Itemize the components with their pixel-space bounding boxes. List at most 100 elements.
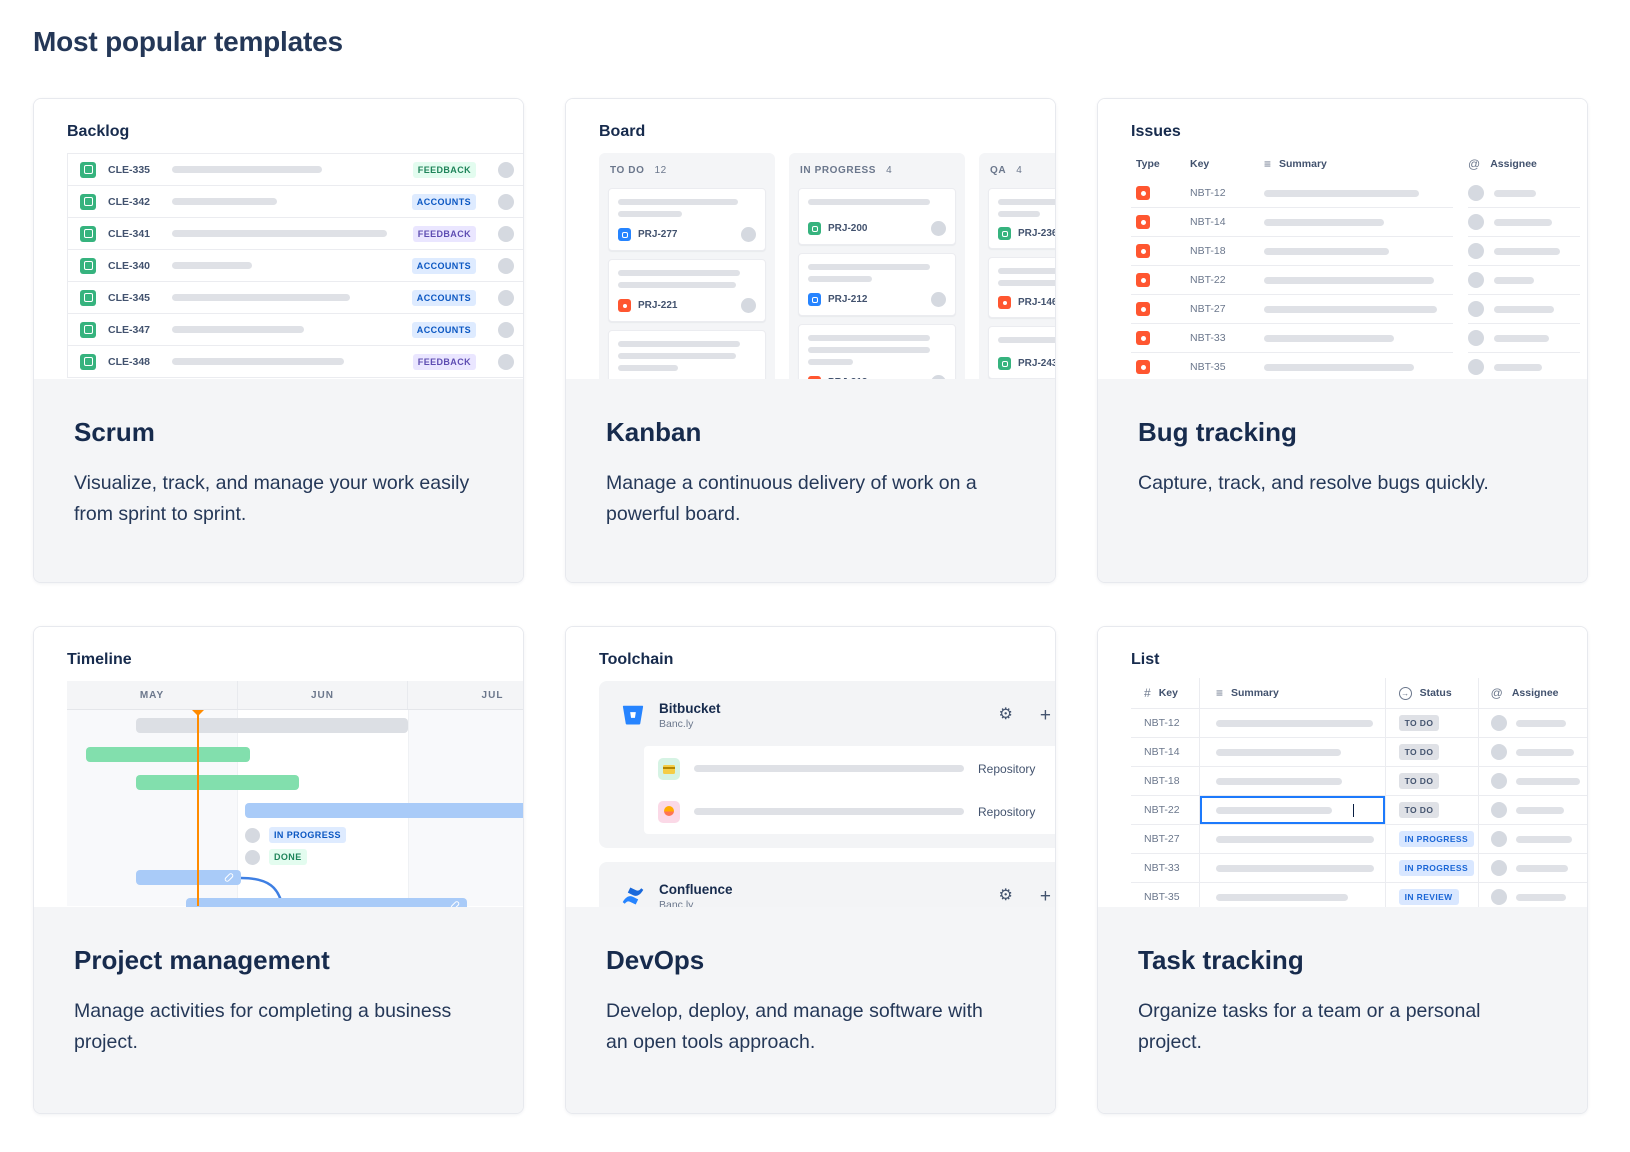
avatar — [245, 850, 260, 865]
issue-key: CLE-335 — [108, 163, 151, 176]
board-card: PRJ-212 — [798, 253, 956, 316]
issue-key: NBT-33 — [1131, 854, 1200, 882]
template-card-bug-tracking[interactable]: Issues Type Key ≡ Summary @ — [1097, 98, 1588, 583]
task-icon — [808, 293, 821, 306]
placeholder-bar — [998, 199, 1055, 205]
tool-name: Bitbucket — [659, 700, 721, 716]
placeholder-bar — [172, 230, 387, 237]
status-arrow-icon: → — [1398, 686, 1412, 700]
placeholder-bar — [618, 365, 678, 371]
issue-key: CLE-345 — [108, 291, 151, 304]
list-row: NBT-18 TO DO — [1131, 767, 1587, 796]
kanban-preview: Board TO DO 12 PRJ-277 — [566, 99, 1055, 379]
template-card-kanban[interactable]: Board TO DO 12 PRJ-277 — [565, 98, 1056, 583]
avatar — [498, 321, 514, 338]
link-icon — [449, 900, 461, 907]
template-card-task-tracking[interactable]: List # Key ≡ Summary → Status — [1097, 626, 1588, 1114]
story-icon — [80, 353, 96, 370]
board-column-inprogress: IN PROGRESS 4 PRJ-200 — [789, 153, 965, 379]
link-icon — [223, 872, 235, 883]
bug-icon — [618, 299, 631, 312]
tool-panel-confluence: Confluence Banc.ly ⚙ + Space ••• — [599, 862, 1055, 907]
placeholder-bar — [1515, 864, 1568, 872]
placeholder-bar — [618, 341, 740, 347]
placeholder-bar — [618, 211, 682, 217]
repository-avatar-icon — [658, 800, 680, 823]
issue-key: NBT-14 — [1190, 216, 1226, 228]
list-preview: List # Key ≡ Summary → Status — [1098, 627, 1587, 907]
placeholder-bar — [694, 808, 964, 815]
placeholder-bar — [998, 268, 1055, 274]
template-card-devops[interactable]: Toolchain Bitbucket Banc.ly ⚙ + — [565, 626, 1056, 1114]
issue-row: NBT-27 — [1131, 295, 1587, 324]
avatar — [1490, 831, 1507, 847]
placeholder-bar — [1264, 305, 1437, 313]
bug-icon — [1136, 360, 1150, 374]
gantt-bar-green — [136, 775, 299, 790]
avatar — [245, 828, 260, 843]
issue-key: NBT-18 — [1131, 767, 1200, 795]
backlog-row: CLE-341 FEEDBACK — [68, 218, 523, 250]
issue-key: NBT-33 — [1190, 332, 1226, 344]
board-card: PRJ-290 — [608, 330, 766, 379]
at-sign-icon: @ — [1490, 686, 1503, 700]
placeholder-bar — [172, 294, 350, 301]
avatar — [498, 193, 514, 210]
column-name: TO DO — [610, 165, 645, 176]
template-grid: Backlog CLE-335 FEEDBACK CLE-342 ACCOUNT… — [33, 98, 1630, 1114]
issue-key: PRJ-146 — [1018, 297, 1055, 308]
avatar — [498, 161, 514, 178]
avatar — [1468, 301, 1484, 317]
placeholder-bar — [1215, 806, 1332, 814]
placeholder-bar — [1215, 835, 1374, 843]
bug-icon — [1136, 186, 1150, 200]
avatar — [741, 298, 756, 313]
placeholder-bar — [1515, 748, 1574, 756]
avatar — [1490, 802, 1507, 818]
issue-key: NBT-14 — [1131, 738, 1200, 766]
placeholder-bar — [1215, 719, 1373, 727]
status-badge: TO DO — [1398, 715, 1440, 731]
bug-icon — [1136, 331, 1150, 345]
card-info: Kanban Manage a continuous delivery of w… — [566, 379, 1055, 582]
label-badge: FEEDBACK — [412, 161, 476, 178]
status-badge: IN REVIEW — [1398, 889, 1459, 905]
list-row: NBT-14 TO DO — [1131, 738, 1587, 767]
preview-title: Backlog — [67, 123, 130, 140]
backlog-list: CLE-335 FEEDBACK CLE-342 ACCOUNTS — [67, 153, 523, 378]
gantt-bar-green — [86, 747, 250, 762]
template-card-project-management[interactable]: Timeline MAY JUN JUL — [33, 626, 524, 1114]
template-description: Organize tasks for a team or a personal … — [1138, 1000, 1481, 1053]
month-label: JUL — [408, 681, 523, 709]
column-header-type: Type — [1136, 158, 1160, 170]
template-description: Visualize, track, and manage your work e… — [74, 472, 470, 525]
story-icon — [998, 227, 1011, 240]
gantt-bar-blue — [245, 803, 523, 818]
board-card: PRJ-221 — [608, 259, 766, 322]
template-card-scrum[interactable]: Backlog CLE-335 FEEDBACK CLE-342 ACCOUNT… — [33, 98, 524, 583]
board-card: PRJ-200 — [798, 188, 956, 245]
avatar — [931, 375, 946, 379]
card-info: Project management Manage activities for… — [34, 907, 523, 1113]
month-label: JUN — [238, 681, 408, 709]
repository-avatar-icon — [658, 757, 680, 780]
avatar — [741, 227, 756, 242]
card-info: Bug tracking Capture, track, and resolve… — [1098, 379, 1587, 582]
placeholder-bar — [1515, 893, 1566, 901]
template-description: Capture, track, and resolve bugs quickly… — [1138, 472, 1489, 494]
text-cursor — [1352, 803, 1355, 817]
avatar — [1468, 359, 1484, 375]
text-lines-icon: ≡ — [1215, 686, 1223, 700]
issue-row: NBT-22 — [1131, 266, 1587, 295]
column-count: 12 — [654, 165, 667, 176]
issue-key: PRJ-243 — [1018, 358, 1055, 369]
placeholder-bar — [998, 337, 1055, 343]
placeholder-bar — [808, 276, 872, 282]
placeholder-bar — [618, 353, 736, 359]
hash-icon: # — [1144, 686, 1151, 700]
issue-key: NBT-27 — [1190, 303, 1226, 315]
label-badge: FEEDBACK — [412, 225, 476, 242]
timeline-chart: MAY JUN JUL IN PROGRESS — [67, 681, 523, 907]
backlog-row: CLE-340 ACCOUNTS — [68, 250, 523, 282]
text-lines-icon: ≡ — [1264, 157, 1272, 171]
